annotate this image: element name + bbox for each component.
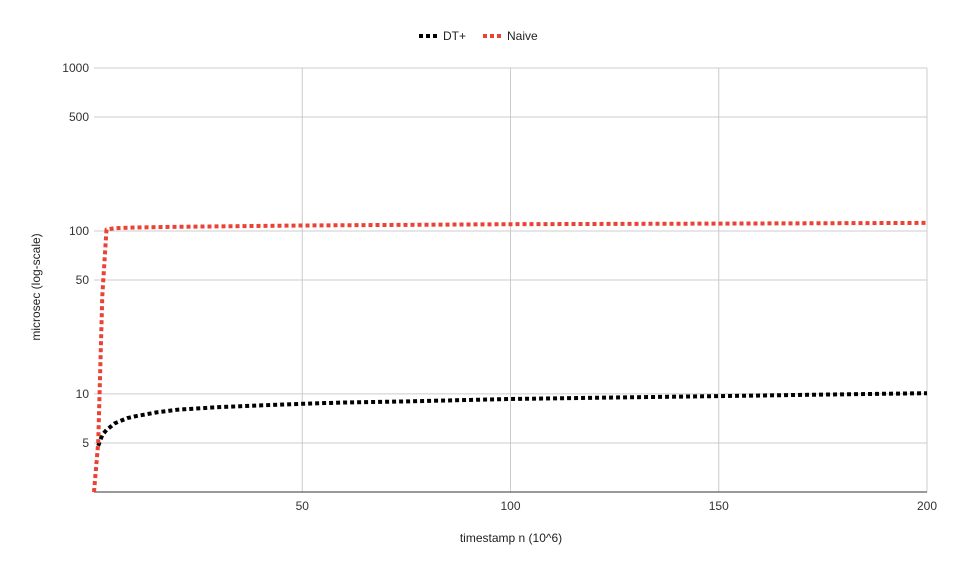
- x-axis-title: timestamp n (10^6): [460, 531, 562, 545]
- series-line-naive: [92, 220, 928, 493]
- series-line-dt-: [96, 391, 928, 447]
- y-tick-label: 500: [69, 110, 89, 124]
- x-tick-label: 100: [500, 499, 520, 513]
- grid-lines: [94, 67, 928, 492]
- legend: DT+ Naive: [419, 29, 538, 43]
- tick-labels: 5 10 50 100 500 1000 50 100 150 200: [62, 61, 937, 513]
- y-axis-title: microsec (log-scale): [29, 233, 43, 340]
- y-tick-label: 5: [82, 436, 89, 450]
- y-tick-label: 100: [69, 224, 89, 238]
- legend-label-naive: Naive: [507, 29, 538, 43]
- x-tick-label: 200: [917, 499, 937, 513]
- y-tick-label: 10: [76, 387, 90, 401]
- x-tick-label: 150: [709, 499, 729, 513]
- legend-label-dt-plus: DT+: [443, 29, 466, 43]
- y-tick-label: 1000: [62, 61, 89, 75]
- x-tick-label: 50: [296, 499, 310, 513]
- series-lines: [92, 220, 928, 493]
- y-tick-label: 50: [76, 273, 90, 287]
